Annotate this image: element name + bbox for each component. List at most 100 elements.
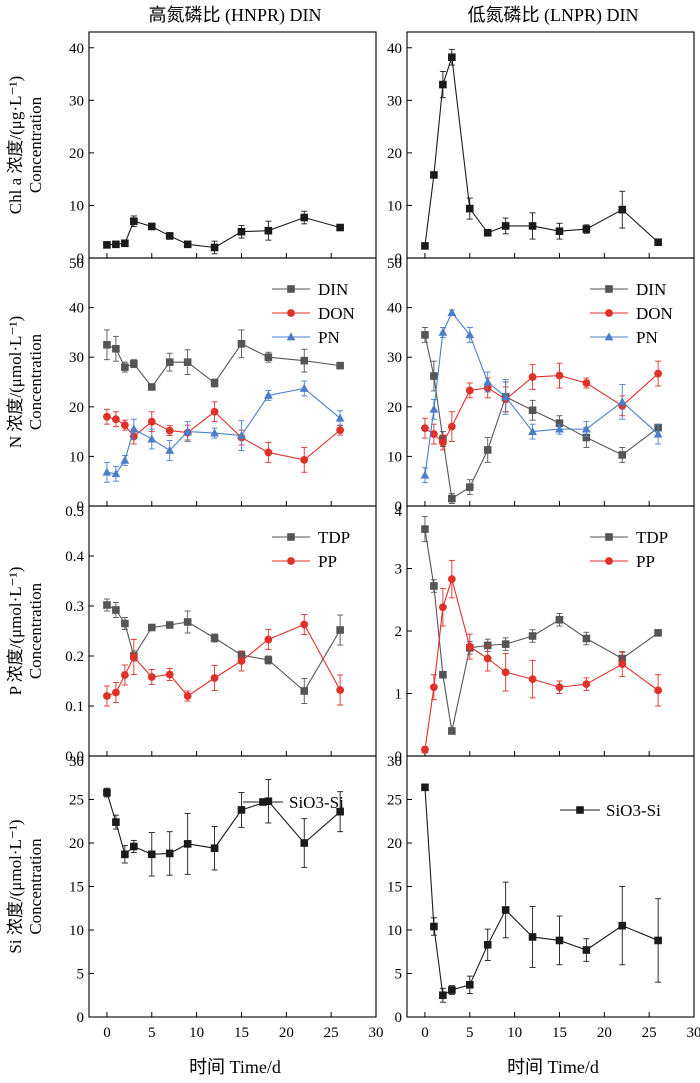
data-point	[430, 922, 438, 931]
series-line	[106, 792, 341, 856]
y-axis-title: Chl a 浓度/(μg·L⁻¹)	[6, 76, 25, 214]
data-point	[336, 807, 344, 816]
data-point	[103, 788, 111, 797]
y-tick-label: 0	[395, 1010, 403, 1026]
data-point	[582, 634, 591, 643]
data-point	[528, 222, 537, 230]
legend-label: TDP	[636, 528, 668, 547]
data-point	[103, 241, 111, 249]
data-point	[430, 582, 438, 590]
y-tick-label: 10	[387, 449, 402, 465]
series	[421, 48, 662, 250]
data-point	[582, 379, 591, 387]
y-tick-label: 2	[395, 624, 403, 640]
data-point	[237, 430, 246, 439]
y-axis-title: P 浓度/(μmol·L⁻¹)	[6, 567, 25, 696]
legend-entry-don: DON	[590, 304, 673, 323]
data-point	[654, 629, 662, 637]
x-tick-label: 10	[189, 1025, 204, 1041]
data-point	[421, 331, 429, 339]
data-point	[421, 242, 429, 250]
data-point	[210, 428, 219, 437]
data-point	[483, 940, 492, 949]
series-tdp	[103, 598, 344, 704]
data-point	[129, 424, 139, 433]
series-din	[103, 329, 344, 391]
legend-marker	[604, 332, 614, 341]
data-point	[438, 438, 447, 447]
data-point	[483, 446, 492, 454]
legend-marker	[287, 285, 295, 293]
data-point	[120, 671, 129, 679]
series-line	[424, 577, 659, 750]
data-point	[448, 986, 456, 994]
y-tick-label: 15	[387, 880, 402, 896]
data-point	[582, 680, 591, 689]
x-tick-label: 30	[369, 1025, 384, 1041]
legend-entry-tdp: TDP	[590, 528, 668, 547]
data-point	[120, 421, 129, 430]
data-point	[335, 413, 345, 422]
legend-marker	[287, 309, 295, 317]
data-point	[483, 377, 493, 386]
data-point	[439, 80, 447, 89]
data-point	[336, 426, 345, 435]
data-point	[618, 921, 627, 930]
y-tick-label: 30	[69, 93, 84, 109]
legend-label: PP	[636, 552, 655, 571]
data-point	[111, 469, 121, 478]
data-point	[421, 745, 429, 754]
data-point	[447, 307, 457, 316]
data-point	[103, 412, 111, 421]
y-tick-label: 30	[387, 754, 402, 770]
panel-n-lnpr: 0 10 20 30 40 50 DIN DON PN	[387, 256, 695, 515]
series-pp	[421, 559, 663, 754]
data-point	[237, 340, 246, 348]
legend-label: PN	[318, 328, 340, 347]
data-point	[654, 686, 663, 695]
data-point	[147, 383, 156, 391]
data-point	[300, 839, 309, 847]
data-point	[121, 850, 129, 859]
y-tick-label: 10	[69, 198, 84, 214]
y-tick-label: 10	[69, 449, 84, 465]
data-point	[465, 330, 475, 339]
y-tick-label: 1	[395, 687, 403, 703]
data-point	[618, 660, 627, 669]
panel-p-lnpr: 0 1 2 3 4 TDP PP	[395, 504, 695, 765]
data-point	[130, 359, 138, 368]
data-point	[264, 226, 273, 235]
series-tdp	[421, 516, 662, 735]
right-x-axis-title: 时间 Time/d	[507, 1057, 599, 1077]
data-point	[165, 445, 175, 454]
y-tick-label: 30	[387, 350, 402, 366]
y-tick-label: 30	[387, 93, 402, 109]
data-point	[210, 844, 219, 853]
legend-entry-tdp: TDP	[272, 528, 350, 547]
data-point	[165, 232, 174, 240]
data-point	[183, 358, 192, 366]
legend-label: SiO3-Si	[606, 801, 661, 820]
y-tick-label: 40	[69, 41, 84, 57]
x-tick-label: 20	[597, 1025, 612, 1041]
panel-chl-hnpr: 0 10 20 30 40 Chl a 浓度/(μg·L⁻¹) Concentration	[6, 31, 377, 267]
x-tick-label: 25	[324, 1025, 339, 1041]
data-point	[237, 657, 246, 665]
y-tick-label: 30	[69, 350, 84, 366]
data-point	[528, 933, 537, 941]
data-point	[439, 991, 447, 1000]
data-point	[147, 623, 156, 632]
y-tick-label: 5	[395, 967, 403, 983]
series-sio3-si	[421, 783, 662, 1003]
data-point	[430, 683, 438, 692]
data-point	[421, 783, 429, 792]
data-point	[103, 601, 111, 609]
series-line	[424, 787, 659, 997]
x-tick-label: 20	[279, 1025, 294, 1041]
y-tick-label: 10	[387, 198, 402, 214]
y-tick-label: 3	[395, 562, 403, 578]
legend-entry-don: DON	[272, 304, 355, 323]
data-point	[618, 205, 627, 214]
